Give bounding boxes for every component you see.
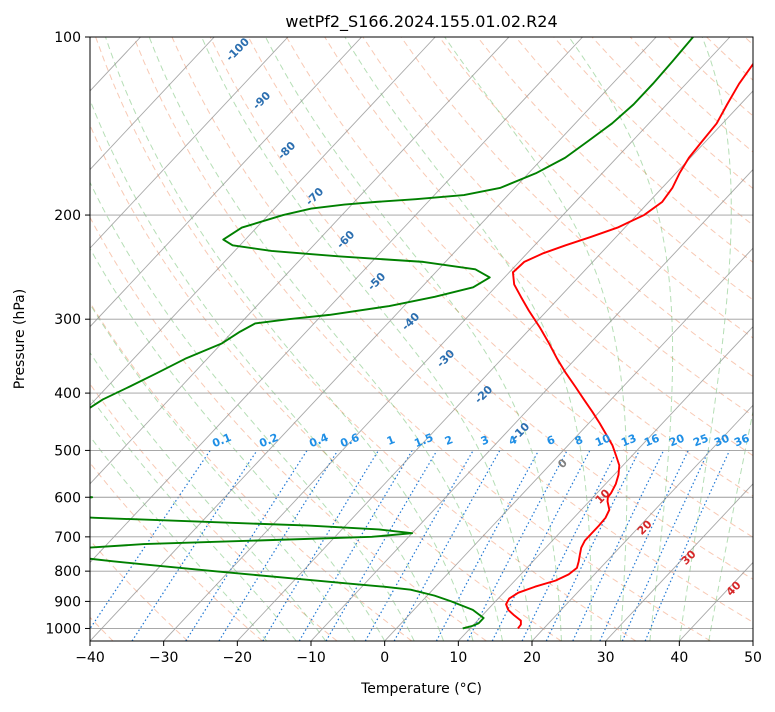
y-tick-label: 900 (54, 594, 81, 610)
mixing-ratio-label: 25 (691, 432, 710, 450)
isotherm (90, 37, 436, 406)
isotherm (458, 326, 753, 641)
x-tick-label: −30 (149, 650, 179, 666)
mixing-ratio-label: 1 (385, 433, 397, 448)
mixing-ratio-label: 10 (593, 432, 612, 450)
mixing-ratio-line (435, 450, 540, 641)
moist-adiabat (90, 247, 386, 641)
mixing-ratio-label: 8 (573, 433, 585, 448)
y-tick-label: 300 (54, 312, 81, 328)
x-tick-label: −20 (223, 650, 253, 666)
mixing-ratio-label: 2 (443, 433, 455, 448)
plot-frame (89, 36, 754, 642)
moist-adiabat (265, 37, 562, 641)
line-labels: -100-90-80-70-60-50-40-30-20-10010203040… (210, 35, 751, 599)
background-lines (90, 37, 753, 641)
mixing-ratio-line (185, 450, 308, 641)
mixing-ratio-label: 13 (619, 432, 638, 450)
dry-adiabat (90, 383, 338, 641)
y-tick-label: 800 (54, 564, 81, 580)
x-tick-label: 50 (744, 650, 762, 666)
mixing-ratio-line (491, 450, 591, 641)
moist-adiabat (344, 37, 592, 641)
mixing-ratio-label: 20 (667, 432, 686, 450)
isotherm (90, 37, 583, 564)
isotherm (310, 168, 753, 641)
mixing-ratio-label: 36 (732, 432, 751, 450)
x-tick-label: 10 (449, 650, 467, 666)
isotherm (90, 37, 362, 328)
mixing-ratio-line (90, 450, 211, 630)
moist-adiabat (148, 37, 504, 641)
x-axis-label: Temperature (°C) (360, 681, 482, 697)
isotherm (237, 90, 753, 641)
moist-adiabat (105, 37, 474, 641)
axis-ticks: −40 −30 −20 −10 0 10 20 30 40 50 100 200 300 400 500 60… (45, 30, 762, 666)
isotherm (531, 404, 753, 641)
dry-adiabat (90, 124, 562, 641)
moist-adiabat (90, 303, 356, 641)
dry-adiabat (90, 216, 487, 641)
mixing-ratio-label: 3 (479, 433, 491, 448)
x-tick-label: 0 (380, 650, 389, 666)
dry-adiabat (133, 37, 711, 641)
x-tick-label: −10 (296, 650, 326, 666)
mixing-ratio-line (521, 450, 618, 641)
isotherm (90, 37, 657, 641)
x-tick-label: 40 (670, 650, 688, 666)
x-tick-label: 30 (597, 650, 615, 666)
x-tick-label: 20 (523, 650, 541, 666)
mixing-ratio-line (218, 450, 339, 641)
y-tick-label: 100 (54, 30, 81, 46)
dry-adiabat (95, 37, 637, 641)
moist-adiabat (678, 37, 732, 641)
mixing-ratio-label: 16 (642, 432, 661, 450)
moist-adiabat (444, 37, 628, 641)
mixing-ratio-line (393, 450, 501, 641)
dry-adiabat (90, 539, 189, 641)
moist-adiabat (708, 409, 753, 641)
y-tick-label: 500 (54, 443, 81, 459)
y-tick-label: 700 (54, 530, 81, 546)
y-axis-label: Pressure (hPa) (12, 289, 28, 389)
isotherm (384, 247, 753, 641)
dry-adiabat (286, 37, 753, 497)
y-tick-label: 1000 (45, 621, 81, 637)
y-tick-label: 400 (54, 386, 81, 402)
y-tick-label: 600 (54, 490, 81, 506)
isotherm (90, 37, 215, 171)
isotherm (90, 37, 510, 485)
temperature-profile (505, 62, 753, 630)
chart-title: wetPf2_S166.2024.155.01.02.R24 (285, 12, 557, 32)
dry-adiabat (209, 37, 753, 580)
moist-adiabat (201, 37, 533, 641)
isotherm (90, 37, 289, 249)
moist-adiabat (90, 395, 297, 641)
mixing-ratio-line (621, 450, 710, 641)
mixing-ratio-line (364, 450, 474, 641)
data-series (90, 37, 753, 630)
x-tick-label: −40 (75, 650, 105, 666)
moist-adiabat (90, 98, 445, 641)
moist-adiabat (90, 181, 415, 641)
y-tick-label: 200 (54, 208, 81, 224)
dry-adiabat (324, 37, 753, 457)
grid-lines (90, 37, 753, 641)
dry-adiabat (90, 462, 263, 641)
mixing-ratio-label: 30 (712, 432, 731, 450)
mixing-ratio-line (262, 450, 379, 641)
dry-adiabat (171, 37, 753, 623)
dewpoint-profile (90, 37, 694, 630)
isotherm (605, 483, 753, 641)
moist-adiabat (568, 37, 674, 641)
moist-adiabat (90, 351, 327, 641)
